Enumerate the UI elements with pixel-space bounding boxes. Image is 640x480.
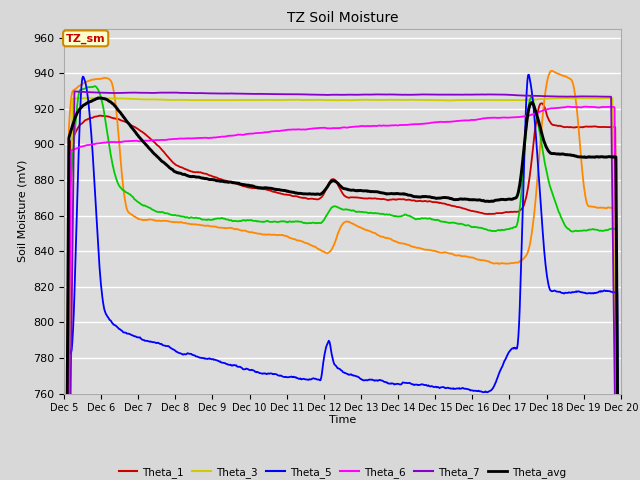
Theta_3 xyxy=(557,95,565,101)
Theta_4 xyxy=(540,156,548,162)
Theta_3 xyxy=(398,97,406,103)
Theta_6 xyxy=(94,141,102,146)
Theta_3 xyxy=(383,97,391,103)
Theta_2 xyxy=(540,105,547,111)
Line: Theta_5: Theta_5 xyxy=(64,75,621,480)
Theta_5 xyxy=(483,389,490,395)
Theta_1 xyxy=(538,100,546,106)
Y-axis label: Soil Moisture (mV): Soil Moisture (mV) xyxy=(17,160,28,263)
Theta_1 xyxy=(383,197,391,203)
Title: TZ Soil Moisture: TZ Soil Moisture xyxy=(287,11,398,25)
Line: Theta_4: Theta_4 xyxy=(64,86,621,480)
Theta_7 xyxy=(70,88,78,94)
Theta_5 xyxy=(525,72,532,78)
Theta_3 xyxy=(94,95,102,101)
Text: TZ_sm: TZ_sm xyxy=(66,33,106,44)
Theta_2 xyxy=(398,240,406,246)
Theta_1 xyxy=(483,211,490,217)
Theta_7 xyxy=(384,92,392,97)
Theta_6 xyxy=(483,115,490,121)
Theta_7 xyxy=(540,93,548,99)
Theta_3 xyxy=(415,97,422,103)
X-axis label: Time: Time xyxy=(329,415,356,425)
Theta_avg xyxy=(384,191,392,197)
Theta_avg xyxy=(483,198,491,204)
Theta_7 xyxy=(399,92,406,97)
Theta_2 xyxy=(415,245,422,251)
Line: Theta_3: Theta_3 xyxy=(64,98,621,480)
Line: Theta_1: Theta_1 xyxy=(64,103,621,480)
Line: Theta_2: Theta_2 xyxy=(64,71,621,480)
Theta_5 xyxy=(398,381,406,386)
Theta_4 xyxy=(415,216,423,222)
Theta_7 xyxy=(483,92,491,97)
Theta_2 xyxy=(94,76,102,82)
Line: Theta_avg: Theta_avg xyxy=(64,98,621,480)
Theta_avg xyxy=(415,194,423,200)
Theta_4 xyxy=(483,227,491,233)
Theta_3 xyxy=(483,97,490,103)
Theta_avg xyxy=(94,95,102,101)
Theta_3 xyxy=(540,96,547,102)
Theta_1 xyxy=(398,196,406,202)
Theta_1 xyxy=(540,104,548,109)
Theta_4 xyxy=(399,213,406,218)
Theta_7 xyxy=(95,90,102,96)
Theta_6 xyxy=(398,122,406,128)
Theta_avg xyxy=(95,95,102,101)
Theta_4 xyxy=(95,88,102,94)
Theta_5 xyxy=(94,244,102,250)
Theta_6 xyxy=(383,123,391,129)
Theta_1 xyxy=(415,198,422,204)
Theta_2 xyxy=(483,258,490,264)
Line: Theta_7: Theta_7 xyxy=(64,91,621,480)
Theta_6 xyxy=(415,121,422,127)
Theta_4 xyxy=(384,212,392,217)
Theta_7 xyxy=(415,92,423,97)
Theta_6 xyxy=(540,108,547,113)
Theta_2 xyxy=(383,235,391,241)
Theta_avg xyxy=(540,139,548,144)
Theta_2 xyxy=(548,68,556,74)
Theta_5 xyxy=(383,380,391,385)
Theta_5 xyxy=(540,247,548,253)
Theta_5 xyxy=(415,382,422,388)
Theta_1 xyxy=(94,113,102,119)
Theta_4 xyxy=(92,83,99,89)
Legend: Theta_1, Theta_2, Theta_3, Theta_4, Theta_5, Theta_6, Theta_7, Theta_avg: Theta_1, Theta_2, Theta_3, Theta_4, Thet… xyxy=(115,462,570,480)
Theta_avg xyxy=(399,191,406,197)
Theta_6 xyxy=(564,104,572,109)
Line: Theta_6: Theta_6 xyxy=(64,107,621,480)
